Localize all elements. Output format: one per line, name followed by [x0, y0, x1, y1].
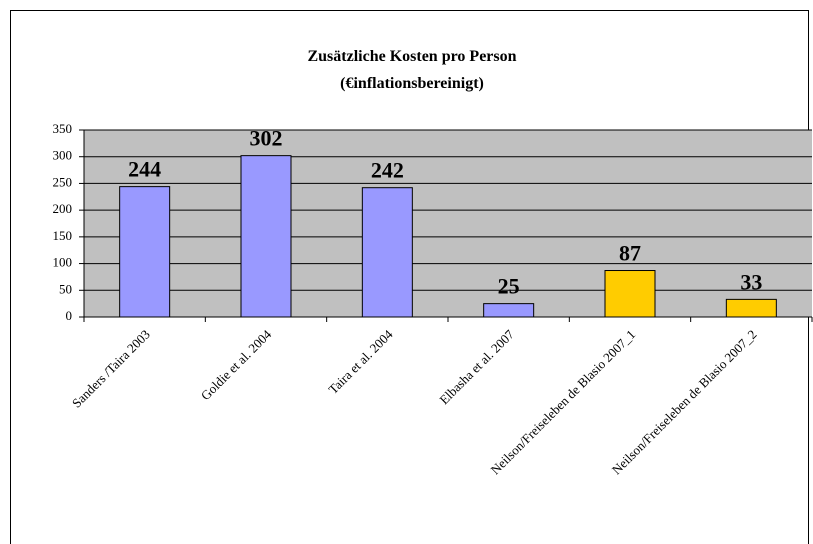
chart-subtitle: (€inflationsbereinigt): [340, 75, 484, 92]
y-tick-label: 300: [53, 148, 73, 163]
data-label: 302: [250, 126, 283, 151]
bar: [725, 298, 777, 318]
y-tick-label: 350: [53, 121, 73, 136]
y-tick-label: 0: [66, 308, 73, 323]
bar: [119, 186, 171, 318]
y-tick-label: 250: [53, 174, 73, 189]
data-label: 244: [128, 157, 161, 182]
plot-area: [84, 130, 812, 317]
data-label: 87: [619, 241, 641, 266]
y-tick-label: 200: [53, 201, 73, 216]
bar: [604, 270, 656, 318]
y-tick-label: 50: [59, 281, 72, 296]
bar: [361, 187, 413, 318]
y-tick-label: 100: [53, 255, 73, 270]
data-label: 242: [371, 158, 404, 183]
bar: [483, 303, 535, 318]
chart-title: Zusätzliche Kosten pro Person: [307, 48, 516, 65]
bar: [240, 155, 292, 318]
data-label: 33: [740, 269, 762, 294]
data-label: 25: [498, 274, 520, 299]
y-tick-label: 150: [53, 228, 73, 243]
